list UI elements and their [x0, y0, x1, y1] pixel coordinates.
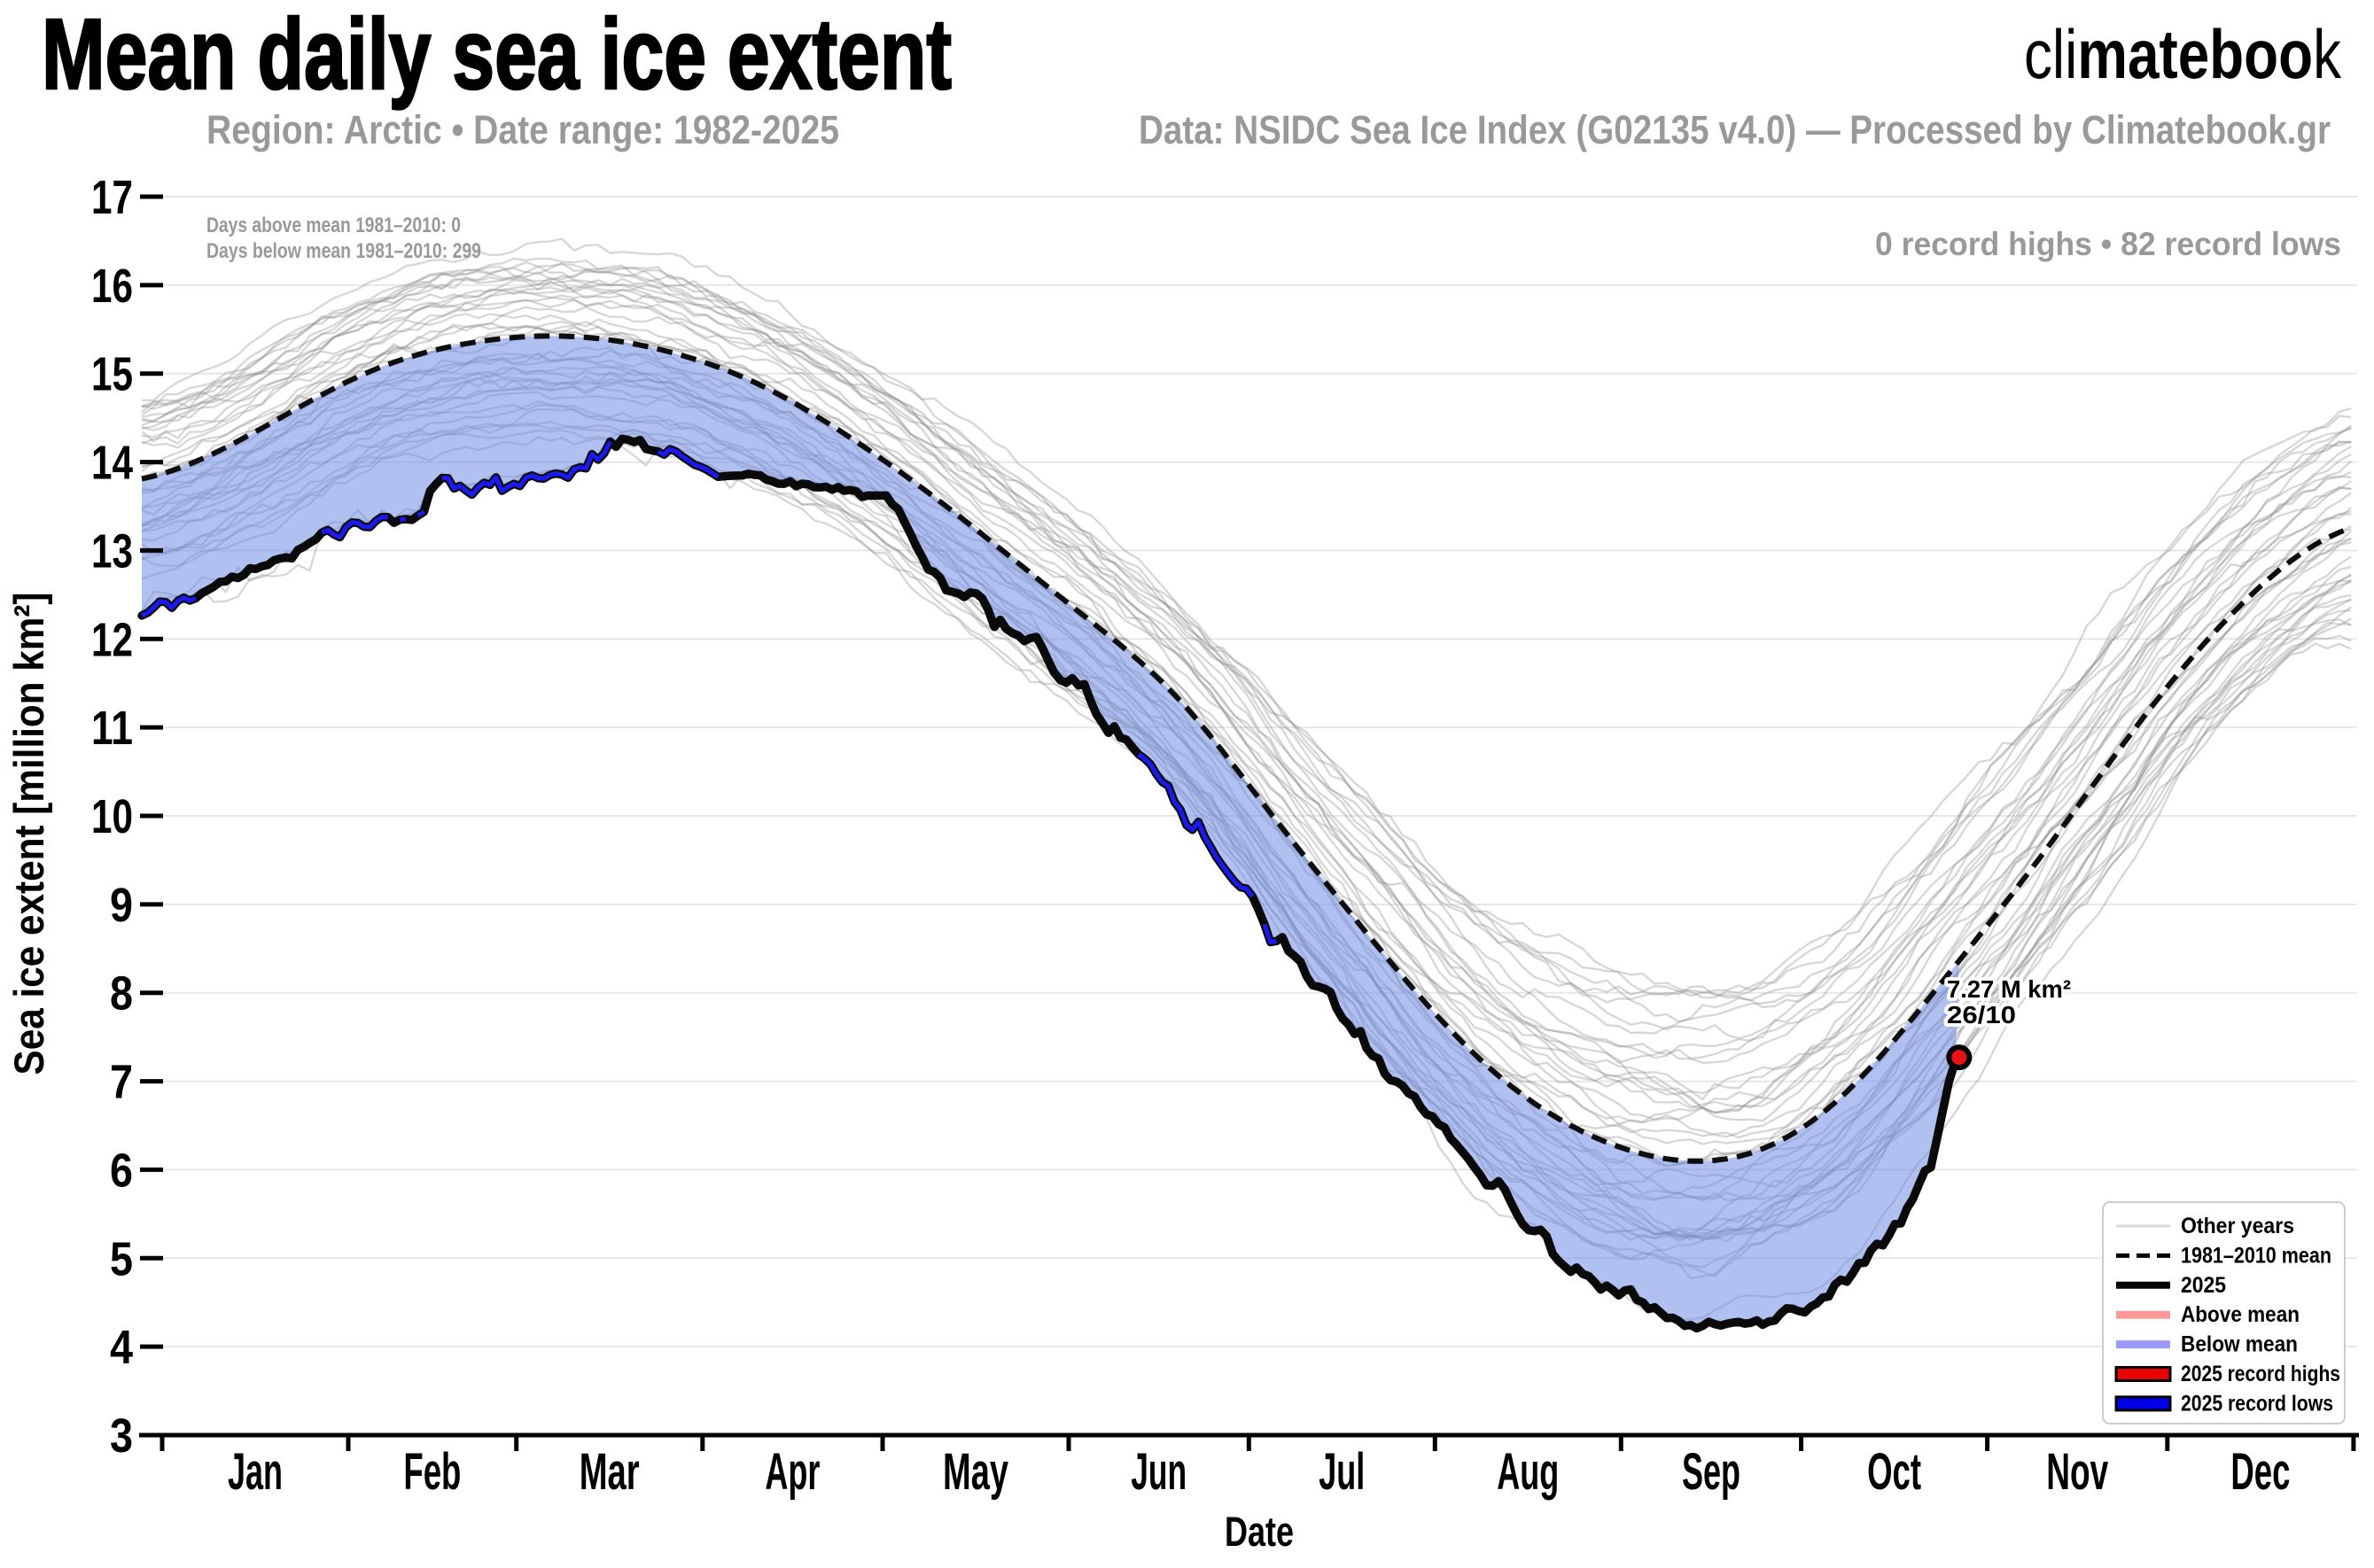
svg-text:Jul: Jul: [1319, 1443, 1365, 1501]
svg-text:9: 9: [110, 879, 133, 932]
svg-text:11: 11: [91, 702, 133, 755]
svg-text:Apr: Apr: [765, 1443, 820, 1501]
svg-text:2025 record highs: 2025 record highs: [2181, 1362, 2340, 1386]
svg-text:14: 14: [91, 437, 133, 490]
svg-text:climatebook: climatebook: [2024, 15, 2342, 93]
svg-text:2025 record lows: 2025 record lows: [2181, 1391, 2333, 1416]
svg-text:Days below mean 1981–2010: 299: Days below mean 1981–2010: 299: [206, 239, 481, 263]
svg-text:May: May: [943, 1443, 1008, 1501]
svg-text:Below mean: Below mean: [2181, 1332, 2298, 1357]
svg-text:3: 3: [110, 1409, 133, 1463]
svg-text:16: 16: [91, 260, 133, 313]
svg-text:Dec: Dec: [2230, 1443, 2290, 1501]
svg-text:Days above mean 1981–2010: 0: Days above mean 1981–2010: 0: [206, 213, 461, 237]
svg-text:Date: Date: [1225, 1508, 1294, 1555]
svg-text:Above mean: Above mean: [2181, 1302, 2300, 1327]
svg-text:1981–2010 mean: 1981–2010 mean: [2181, 1243, 2331, 1268]
svg-text:8: 8: [110, 967, 133, 1021]
svg-text:2025: 2025: [2181, 1273, 2226, 1298]
svg-text:Region: Arctic • Date range: 1: Region: Arctic • Date range: 1982-2025: [206, 107, 839, 152]
svg-text:26/10: 26/10: [1947, 1001, 2016, 1029]
svg-text:7: 7: [110, 1056, 133, 1109]
svg-text:0 record highs • 82 record low: 0 record highs • 82 record lows: [1875, 226, 2341, 262]
svg-text:5: 5: [110, 1232, 133, 1285]
svg-text:17: 17: [91, 171, 133, 224]
svg-text:Mar: Mar: [580, 1443, 640, 1501]
svg-text:Jan: Jan: [228, 1443, 283, 1501]
svg-text:Nov: Nov: [2046, 1443, 2108, 1501]
svg-text:Jun: Jun: [1131, 1443, 1187, 1501]
svg-text:6: 6: [110, 1144, 133, 1197]
svg-text:Data: NSIDC Sea Ice Index (G02: Data: NSIDC Sea Ice Index (G02135 v4.0) …: [1139, 107, 2331, 152]
svg-text:15: 15: [91, 348, 133, 401]
svg-text:Sep: Sep: [1682, 1443, 1740, 1501]
svg-text:7.27 M km²: 7.27 M km²: [1947, 975, 2071, 1003]
svg-text:Oct: Oct: [1867, 1443, 1921, 1501]
svg-text:Other years: Other years: [2181, 1214, 2294, 1238]
svg-text:12: 12: [91, 613, 133, 666]
svg-text:10: 10: [91, 790, 133, 843]
svg-text:Feb: Feb: [403, 1443, 461, 1501]
svg-text:Aug: Aug: [1497, 1443, 1559, 1501]
svg-text:Mean daily sea ice extent: Mean daily sea ice extent: [42, 0, 952, 110]
svg-text:Sea ice extent [million km²]: Sea ice extent [million km²]: [5, 593, 52, 1075]
svg-text:13: 13: [91, 524, 133, 578]
svg-text:4: 4: [110, 1321, 133, 1374]
